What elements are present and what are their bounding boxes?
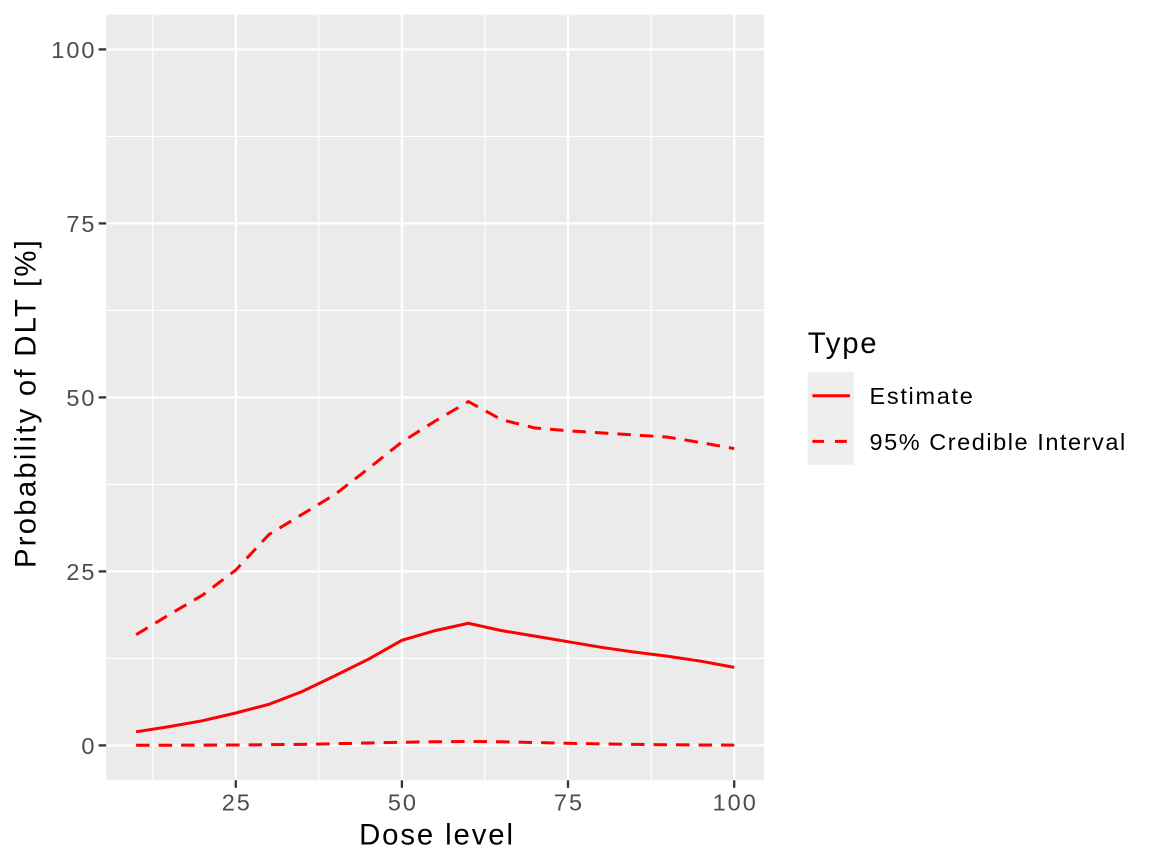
svg-text:25: 25 [222, 790, 252, 816]
svg-text:95% Credible Interval: 95% Credible Interval [870, 429, 1127, 455]
svg-text:50: 50 [66, 385, 96, 411]
svg-text:Probability of DLT [%]: Probability of DLT [%] [10, 238, 43, 568]
svg-text:Estimate: Estimate [870, 383, 975, 409]
svg-text:Dose level: Dose level [359, 819, 515, 852]
svg-text:50: 50 [388, 790, 418, 816]
svg-text:75: 75 [554, 790, 584, 816]
svg-text:0: 0 [81, 733, 96, 759]
svg-text:75: 75 [66, 211, 96, 237]
svg-text:25: 25 [66, 559, 96, 585]
svg-text:100: 100 [51, 37, 96, 63]
svg-text:Type: Type [808, 327, 879, 360]
svg-text:100: 100 [713, 790, 758, 816]
